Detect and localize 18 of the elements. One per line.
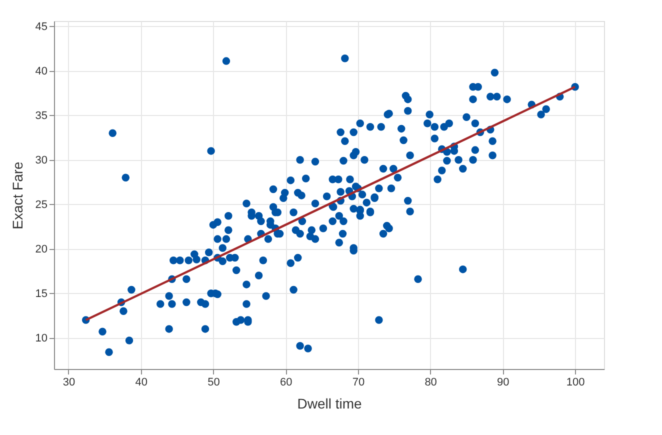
- x-tick-label: 40: [135, 376, 148, 388]
- x-axis-title: Dwell time: [297, 396, 362, 412]
- y-tick-label: 10: [35, 332, 48, 344]
- x-tick-label: 90: [497, 376, 510, 388]
- y-tick-label: 40: [35, 65, 48, 78]
- y-tick-label: 35: [35, 110, 48, 122]
- x-tick-label: 60: [280, 376, 292, 388]
- x-tick-label: 100: [566, 376, 585, 388]
- y-tick-label: 30: [35, 154, 48, 166]
- y-tick-label: 20: [35, 243, 48, 256]
- y-tick-label: 15: [35, 288, 48, 300]
- y-tick-label: 25: [35, 198, 48, 211]
- y-tick-label: 45: [35, 20, 48, 33]
- x-tick-label: 70: [352, 376, 365, 388]
- x-tick-label: 80: [424, 376, 437, 388]
- x-tick-label: 30: [62, 376, 76, 388]
- x-tick-label: 50: [208, 376, 220, 388]
- y-axis-title: Exact Fare: [9, 161, 26, 230]
